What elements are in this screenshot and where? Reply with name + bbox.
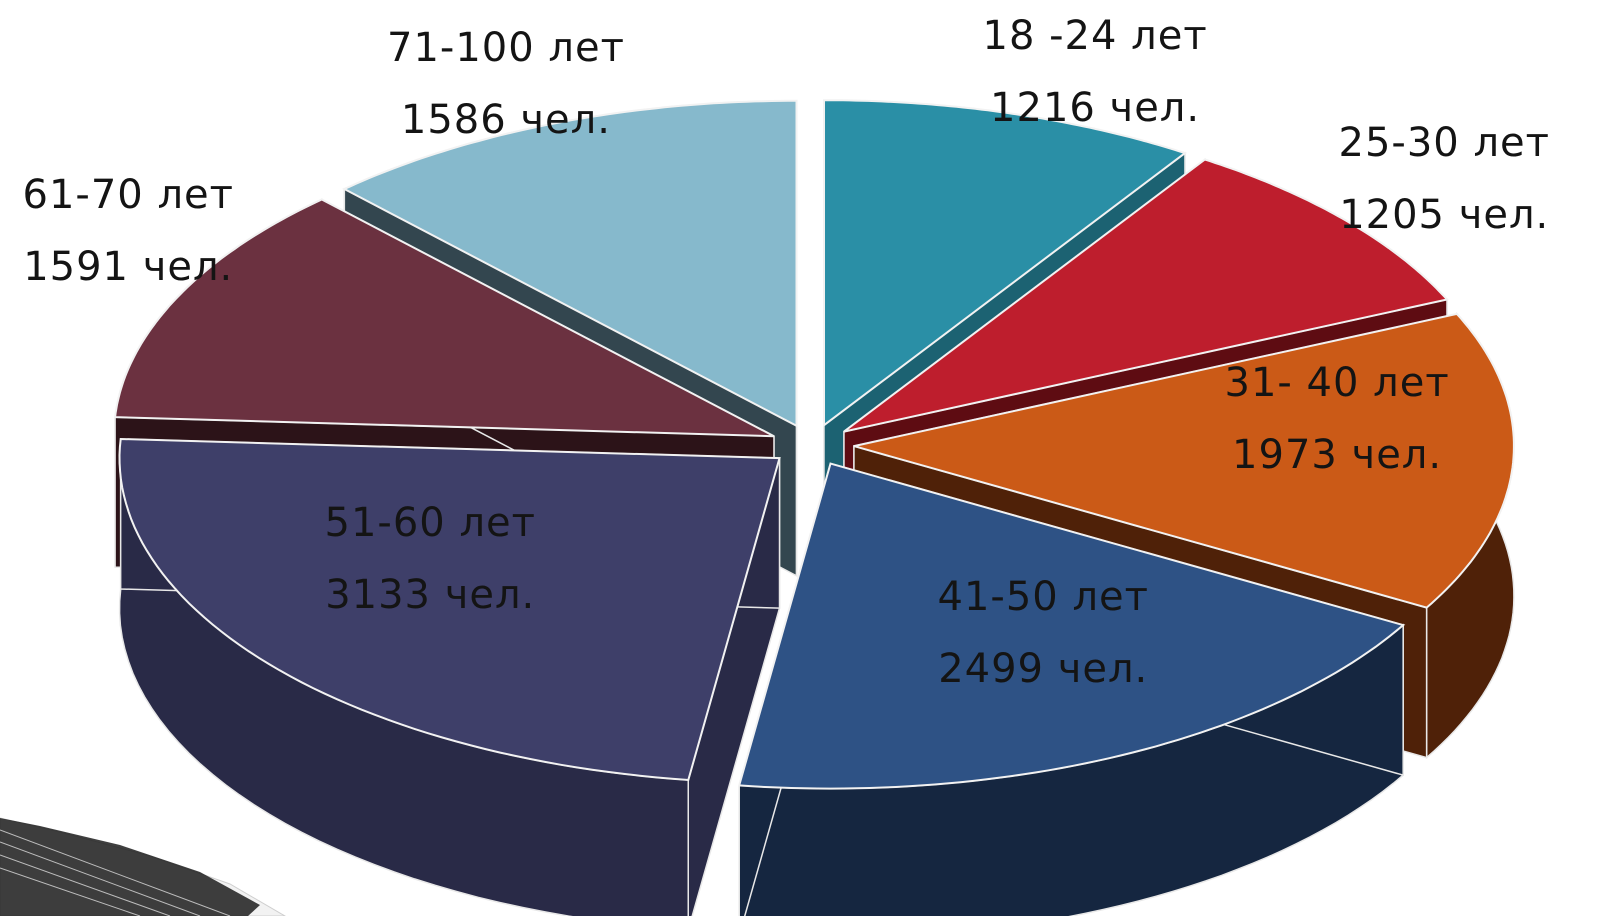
slice-category-label: 25-30 лет — [1338, 120, 1550, 166]
slice-label-18-24: 18 -24 лет 1216 чел. — [983, 0, 1208, 144]
pie-slice-31-40 — [853, 312, 1515, 609]
pie-slice-41-50 — [737, 462, 1406, 790]
slice-label-25-30: 25-30 лет 1205 чел. — [1339, 107, 1550, 251]
pie-slice-61-70 — [113, 198, 775, 438]
slice-category-label: 41-50 лет — [937, 574, 1149, 620]
slice-category-label: 61-70 лет — [22, 172, 234, 218]
slice-category-label: 31- 40 лет — [1224, 360, 1450, 406]
slice-value-label: 1216 чел. — [990, 85, 1201, 131]
slice-value-label: 1973 чел. — [1232, 432, 1443, 478]
slice-value-label: 1586 чел. — [400, 97, 611, 143]
slice-label-31-40: 31- 40 лет 1973 чел. — [1225, 347, 1450, 491]
slice-value-label: 2499 чел. — [938, 646, 1149, 692]
pie-slice-71-100 — [342, 99, 798, 428]
slice-category-label: 18 -24 лет — [982, 13, 1208, 59]
corner-arrow-decoration — [0, 817, 286, 916]
slice-label-61-70: 61-70 лет 1591 чел. — [23, 159, 234, 303]
slice-label-51-60: 51-60 лет 3133 чел. — [325, 487, 536, 631]
slice-label-41-50: 41-50 лет 2499 чел. — [938, 561, 1149, 705]
slice-category-label: 71-100 лет — [387, 25, 625, 71]
pie-slice-51-60 — [118, 437, 781, 782]
slice-value-label: 1591 чел. — [23, 244, 234, 290]
slice-value-label: 3133 чел. — [325, 572, 536, 618]
slice-category-label: 51-60 лет — [324, 500, 536, 546]
pie-slice-18-24 — [823, 99, 1188, 428]
slice-value-label: 1205 чел. — [1339, 192, 1550, 238]
pie-slice-25-30 — [843, 158, 1449, 433]
slice-label-71-100: 71-100 лет 1586 чел. — [387, 12, 625, 156]
